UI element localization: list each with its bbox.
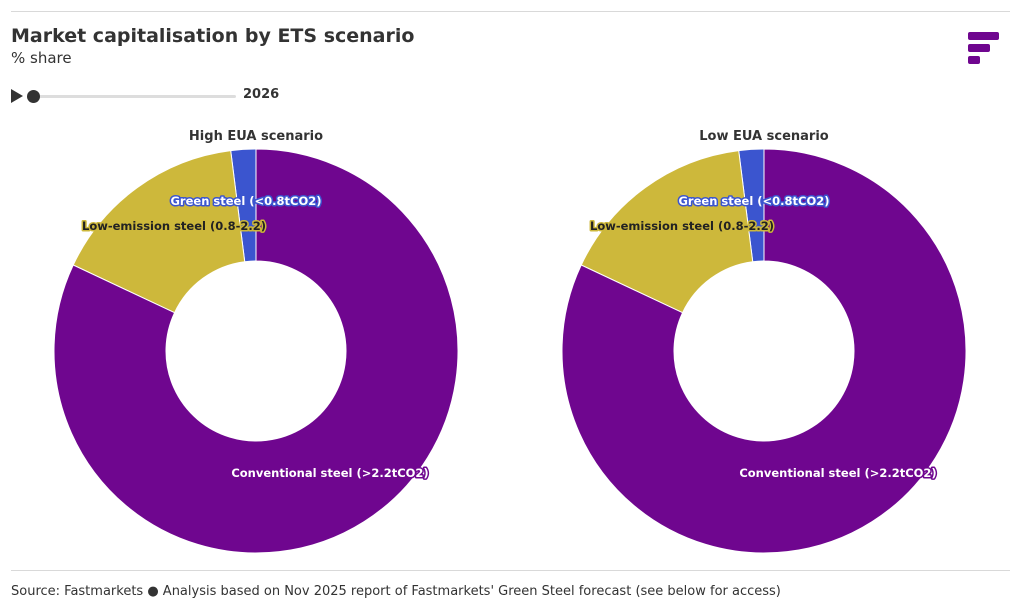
bottom-divider — [11, 570, 1010, 571]
timeline-year: 2026 — [243, 87, 280, 102]
chart-title: Market capitalisation by ETS scenario — [11, 25, 415, 47]
pie-title: Low EUA scenario — [699, 129, 829, 144]
fastmarkets-logo-icon — [966, 32, 1000, 66]
source-note: Source: Fastmarkets ● Analysis based on … — [11, 584, 781, 599]
pie-data-label: Conventional steel (>2.2tCO2) — [231, 466, 428, 480]
pie-title: High EUA scenario — [189, 129, 323, 144]
pie-label-halo: Green steel (<0.8tCO2) — [678, 194, 829, 208]
pie-slice-low-emission[interactable] — [72, 150, 246, 314]
pie-data-label: Conventional steel (>2.2tCO2) — [739, 466, 936, 480]
pie-slice-conventional[interactable] — [561, 148, 967, 554]
play-icon[interactable] — [11, 89, 23, 103]
top-divider — [11, 11, 1010, 12]
pie-data-label: Low-emission steel (0.8-2.2) — [590, 219, 774, 233]
pie-label-halo: Low-emission steel (0.8-2.2) — [82, 219, 266, 233]
pie-slice-low-emission[interactable] — [580, 150, 754, 314]
donut-charts: High EUA scenario Green steel (<0.8tCO2) G… — [53, 129, 967, 554]
pie-label-halo: Conventional steel (>2.2tCO2) — [739, 466, 936, 480]
pie-label-halo: Green steel (<0.8tCO2) — [170, 194, 321, 208]
pie-label-halo: Conventional steel (>2.2tCO2) — [231, 466, 428, 480]
timeline-slider-handle[interactable] — [27, 90, 40, 103]
chart-subtitle: % share — [11, 49, 72, 67]
pie-data-label: Green steel (<0.8tCO2) — [678, 194, 829, 208]
pie-label-halo: Low-emission steel (0.8-2.2) — [590, 219, 774, 233]
pie-slice-conventional[interactable] — [53, 148, 459, 554]
pie-data-label: Low-emission steel (0.8-2.2) — [82, 219, 266, 233]
pie-data-label: Green steel (<0.8tCO2) — [170, 194, 321, 208]
timeline-slider-track[interactable] — [28, 95, 236, 98]
